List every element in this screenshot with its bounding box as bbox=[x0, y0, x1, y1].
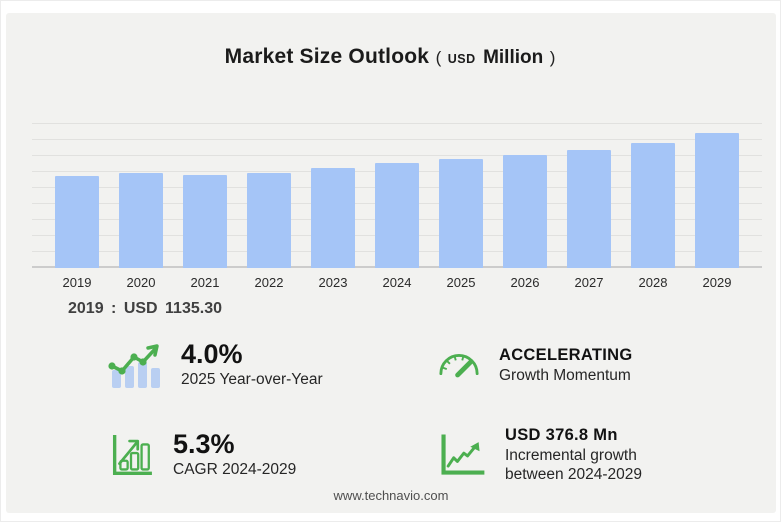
title-main: Market Size Outlook bbox=[224, 45, 430, 68]
stat-incremental-label: Incremental growth bbox=[505, 446, 637, 464]
bar-2027 bbox=[567, 150, 611, 268]
x-tick-label: 2028 bbox=[638, 275, 668, 290]
bar-2026 bbox=[503, 155, 547, 268]
base-year-note: 2019 : USD 1135.30 bbox=[68, 300, 222, 317]
bar-cell bbox=[557, 150, 621, 268]
bar-cell bbox=[45, 176, 109, 268]
bar-cell bbox=[365, 163, 429, 268]
bar-2019 bbox=[55, 176, 99, 268]
stat-cagr: 5.3% CAGR 2024-2029 bbox=[106, 423, 436, 487]
bar-cell bbox=[237, 173, 301, 268]
bar-cell bbox=[685, 133, 749, 268]
bar-2028 bbox=[631, 143, 675, 268]
gridline bbox=[32, 123, 762, 124]
stat-incremental-value: USD 376.8 Mn bbox=[505, 426, 618, 445]
gauge-icon bbox=[439, 354, 479, 378]
stat-yoy-label: 2025 Year-over-Year bbox=[181, 371, 323, 389]
stat-incremental-label2: between 2024-2029 bbox=[505, 466, 643, 484]
bar-2023 bbox=[311, 168, 355, 268]
bar-growth-icon bbox=[112, 435, 152, 475]
title-currency: USD bbox=[447, 52, 476, 66]
trend-bars-icon bbox=[108, 344, 160, 388]
stat-momentum-label: Growth Momentum bbox=[499, 366, 631, 384]
source-url: www.technavio.com bbox=[333, 488, 449, 503]
bar-2029 bbox=[695, 133, 739, 268]
bar-2020 bbox=[119, 173, 163, 268]
stats-grid: 4.0% 2025 Year-over-Year ACCELERATING Gr… bbox=[106, 333, 766, 487]
bar-cell bbox=[109, 173, 173, 268]
stat-cagr-value: 5.3% bbox=[173, 429, 235, 460]
stat-momentum-value: ACCELERATING bbox=[499, 346, 633, 364]
x-tick-label: 2024 bbox=[382, 275, 412, 290]
title-paren-open: ( bbox=[435, 48, 442, 67]
line-growth-icon bbox=[441, 434, 485, 475]
x-tick-label: 2027 bbox=[574, 275, 604, 290]
bar-cell bbox=[301, 168, 365, 268]
bar-cell bbox=[429, 159, 493, 268]
x-tick-label: 2022 bbox=[254, 275, 284, 290]
x-tick-label: 2025 bbox=[446, 275, 476, 290]
bars-row bbox=[32, 106, 762, 268]
chart-title: Market Size Outlook ( USD Million ) bbox=[6, 45, 776, 69]
bar-cell bbox=[173, 175, 237, 268]
chart-panel: Market Size Outlook ( USD Million ) 2019… bbox=[6, 13, 776, 513]
title-unit: Million bbox=[483, 47, 544, 68]
bar-2022 bbox=[247, 173, 291, 268]
bar-cell bbox=[493, 155, 557, 268]
title-paren-close: ) bbox=[549, 48, 556, 67]
gridline bbox=[32, 155, 762, 156]
x-tick-label: 2020 bbox=[126, 275, 156, 290]
bar-2025 bbox=[439, 159, 483, 268]
gridline bbox=[32, 139, 762, 140]
x-tick-label: 2029 bbox=[702, 275, 732, 290]
x-tick-label: 2021 bbox=[190, 275, 220, 290]
x-tick-label: 2023 bbox=[318, 275, 348, 290]
bar-cell bbox=[621, 143, 685, 268]
stat-incremental: USD 376.8 Mn Incremental growth between … bbox=[436, 423, 766, 487]
bar-2021 bbox=[183, 175, 227, 268]
bar-chart: 2019 2020 2021 2022 2023 2024 2025 2026 2027 2028… bbox=[32, 106, 762, 290]
plot-area bbox=[32, 106, 762, 268]
x-axis-labels: 2019 2020 2021 2022 2023 2024 2025 2026 2027 2028… bbox=[32, 275, 762, 290]
bar-2024 bbox=[375, 163, 419, 268]
stat-cagr-label: CAGR 2024-2029 bbox=[173, 461, 297, 479]
x-tick-label: 2026 bbox=[510, 275, 540, 290]
stat-yoy-value: 4.0% bbox=[181, 339, 243, 370]
stat-momentum: ACCELERATING Growth Momentum bbox=[436, 333, 766, 397]
stat-yoy: 4.0% 2025 Year-over-Year bbox=[106, 333, 436, 397]
x-tick-label: 2019 bbox=[62, 275, 92, 290]
